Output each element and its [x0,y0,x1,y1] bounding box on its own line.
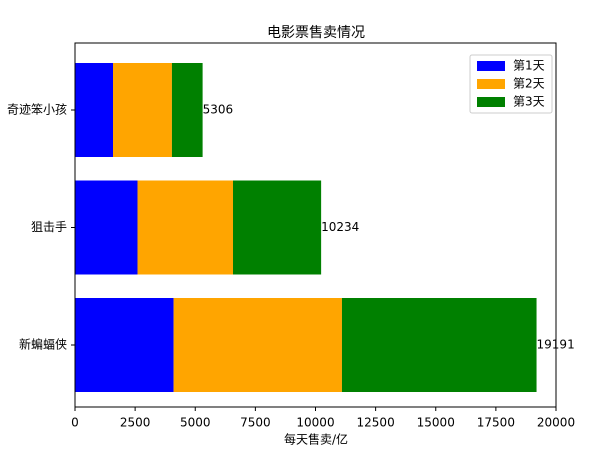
bar-segment [75,298,174,392]
bar-segment [75,180,138,275]
legend-swatch [477,97,505,107]
legend-swatch [477,61,505,71]
bar-segment [341,298,537,392]
bar-segment [233,180,322,275]
bar-segment [173,298,342,392]
x-tick-label: 12500 [357,416,395,430]
legend-swatch [477,79,505,89]
x-tick-label: 20000 [537,416,575,430]
chart-title: 电影票售卖情况 [267,25,365,41]
x-tick-label: 2500 [120,416,151,430]
legend-label: 第2天 [513,77,545,91]
legend-label: 第1天 [513,59,545,73]
bar-segment [112,63,172,157]
total-label: 10234 [321,220,359,234]
y-tick-label: 新蝙蝠侠 [19,337,67,352]
x-tick-label: 0 [71,416,79,430]
bar-segment [75,63,113,157]
x-tick-label: 15000 [417,416,455,430]
x-tick-label: 7500 [240,416,271,430]
y-tick-label: 狙击手 [31,220,67,234]
legend-label: 第3天 [513,95,545,109]
x-axis-label: 每天售卖/亿 [284,432,348,447]
bar-segment [137,180,234,275]
x-tick-label: 5000 [180,416,211,430]
x-tick-label: 17500 [477,416,515,430]
x-tick-label: 10000 [296,416,334,430]
total-label: 5306 [203,103,234,117]
bar-segment [171,63,203,157]
y-tick-label: 奇迹笨小孩 [7,102,67,117]
